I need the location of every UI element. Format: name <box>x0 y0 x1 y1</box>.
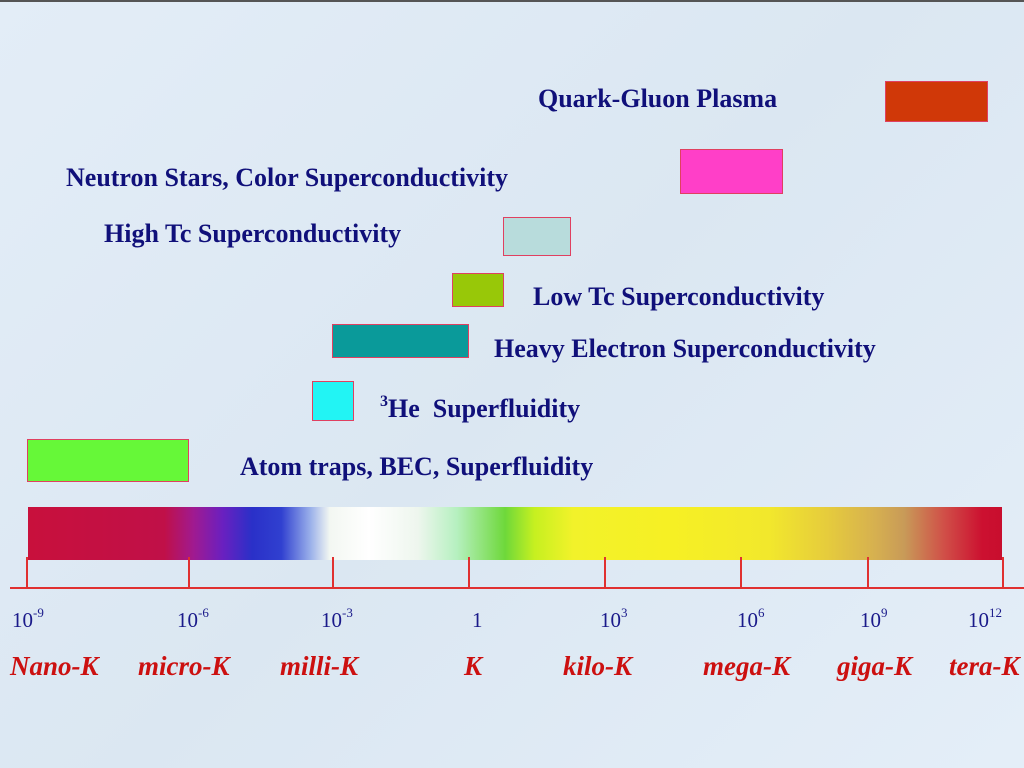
scale-tick <box>468 557 470 588</box>
label-he3-superfluidity: 3He Superfluidity <box>380 393 581 423</box>
tick-label-kilo: 103 <box>600 605 628 633</box>
tick-base: 10 <box>860 608 881 632</box>
tick-label-milli: 10-3 <box>321 605 353 633</box>
swatch-quark-gluon-plasma <box>885 81 988 122</box>
swatch-heavy-electron <box>332 324 469 358</box>
swatch-he3-superfluidity <box>312 381 354 421</box>
tick-label-nano: 10-9 <box>12 605 44 633</box>
label-atom-traps: Atom traps, BEC, Superfluidity <box>240 452 594 481</box>
scale-tick <box>740 557 742 588</box>
tick-base: 10 <box>321 608 342 632</box>
tick-base: 10 <box>737 608 758 632</box>
label-neutron-stars: Neutron Stars, Color Superconductivity <box>66 163 509 192</box>
tick-exponent: 3 <box>621 605 628 620</box>
scale-axis-line <box>10 587 1024 589</box>
tick-exponent: -9 <box>33 605 44 620</box>
he3-isotope-superscript: 3 <box>380 393 388 410</box>
swatch-neutron-stars <box>680 149 783 194</box>
temperature-spectrum-bar <box>28 507 1002 560</box>
label-low-tc: Low Tc Superconductivity <box>533 282 825 311</box>
tick-label-mega: 106 <box>737 605 765 633</box>
scale-tick <box>26 557 28 588</box>
tick-exponent: -6 <box>198 605 209 620</box>
unit-k: K <box>464 651 483 681</box>
tick-base: 10 <box>12 608 33 632</box>
tick-label-micro: 10-6 <box>177 605 209 633</box>
tick-base: 10 <box>968 608 989 632</box>
label-quark-gluon-plasma: Quark-Gluon Plasma <box>538 84 778 113</box>
scale-tick <box>1002 557 1004 588</box>
tick-label-unit: 1 <box>472 608 483 633</box>
label-high-tc: High Tc Superconductivity <box>104 219 402 248</box>
unit-kilo-k: kilo-K <box>563 651 633 681</box>
tick-exponent: 9 <box>881 605 888 620</box>
scale-tick <box>604 557 606 588</box>
unit-tera-k: tera-K <box>949 651 1020 681</box>
tick-exponent: 12 <box>989 605 1002 620</box>
unit-milli-k: milli-K <box>280 651 359 681</box>
swatch-low-tc <box>452 273 504 307</box>
tick-exponent: -3 <box>342 605 353 620</box>
label-heavy-electron: Heavy Electron Superconductivity <box>494 334 876 363</box>
unit-mega-k: mega-K <box>703 651 790 681</box>
tick-base: 10 <box>600 608 621 632</box>
scale-tick <box>188 557 190 588</box>
swatch-atom-traps <box>27 439 189 482</box>
scale-tick <box>332 557 334 588</box>
he3-label-text: He Superfluidity <box>388 394 581 423</box>
tick-base: 1 <box>472 608 483 632</box>
swatch-high-tc <box>503 217 571 256</box>
tick-exponent: 6 <box>758 605 765 620</box>
tick-label-giga: 109 <box>860 605 888 633</box>
unit-micro-k: micro-K <box>138 651 230 681</box>
tick-base: 10 <box>177 608 198 632</box>
unit-nano-k: Nano-K <box>10 651 99 681</box>
unit-giga-k: giga-K <box>837 651 913 681</box>
tick-label-tera: 1012 <box>968 605 1002 633</box>
scale-tick <box>867 557 869 588</box>
top-border <box>0 0 1024 2</box>
